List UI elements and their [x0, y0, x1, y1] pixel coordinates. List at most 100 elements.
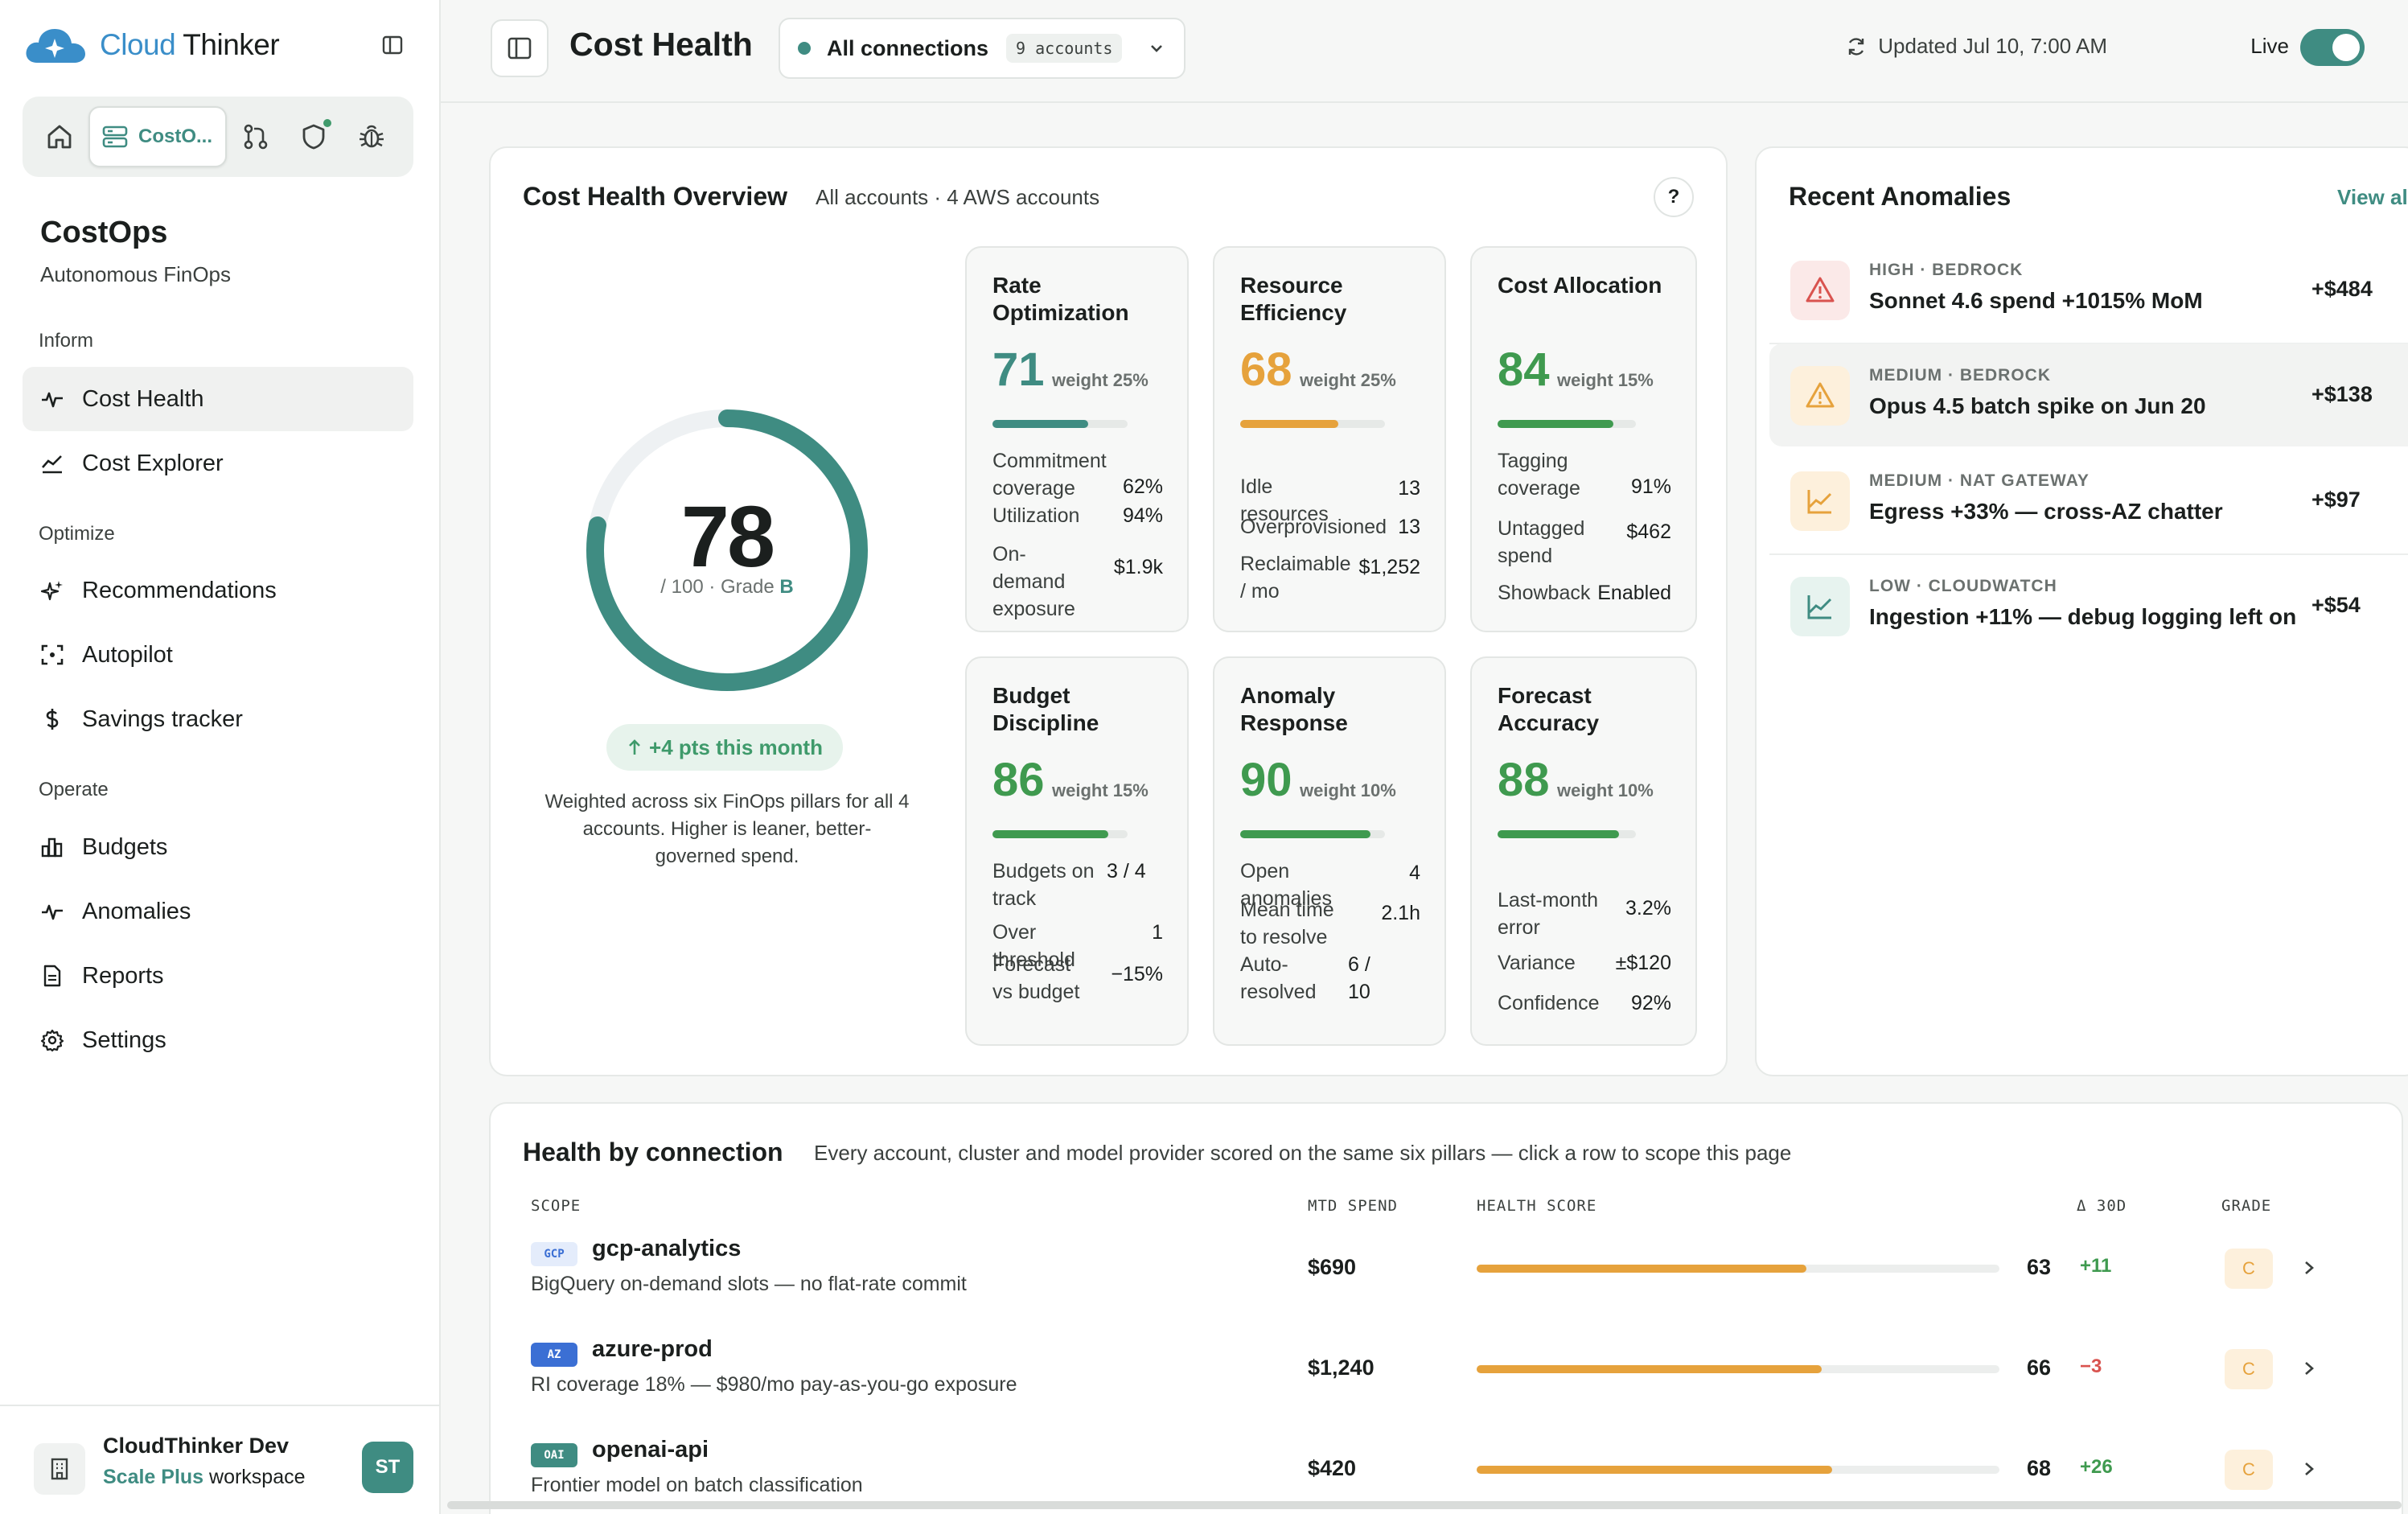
toggle-panel-button[interactable]: [491, 19, 549, 77]
app-switcher: CostO...: [23, 97, 413, 177]
plan-suffix: workspace: [203, 1466, 306, 1488]
health-score-value: 63: [2027, 1255, 2052, 1279]
sidebar-item-recommendations[interactable]: Recommendations: [23, 558, 413, 623]
scope-name: azure-prod: [592, 1336, 713, 1362]
view-all-link[interactable]: View all: [2337, 185, 2408, 209]
logo[interactable]: Cloud Thinker: [23, 19, 418, 71]
workspace-switcher[interactable]: CloudThinker Dev Scale Plus workspace ST: [0, 1405, 439, 1514]
table-row[interactable]: GCP gcp-analytics BigQuery on-demand slots…: [491, 1236, 2405, 1335]
pillar-metric-label: Open anomalies: [1240, 860, 1332, 910]
pillar-metric-label: Last-month error: [1498, 889, 1599, 939]
logo-word-thinker: Thinker: [175, 28, 280, 61]
sidebar-item-autopilot[interactable]: Autopilot: [23, 623, 413, 687]
sidebar-item-label: Budgets: [82, 833, 168, 860]
pillar-title: Rate Optimization: [992, 273, 1129, 325]
column-header-spend[interactable]: MTD SPEND: [1308, 1197, 1398, 1215]
help-button[interactable]: ?: [1654, 177, 1694, 217]
app-git-button[interactable]: [227, 106, 285, 167]
grade-badge: C: [2225, 1450, 2273, 1490]
pillar-metric-label: Variance: [1498, 952, 1576, 974]
bar-chart-icon: [41, 837, 63, 858]
pillar-weight: weight 15%: [1557, 370, 1654, 390]
live-toggle[interactable]: [2300, 29, 2365, 66]
anomaly-description: Ingestion +11% — debug logging left on: [1869, 604, 2297, 629]
score-delta: +11: [2080, 1255, 2112, 1277]
shield-icon: [302, 124, 325, 150]
app-security-button[interactable]: [285, 106, 343, 167]
pillar-metric-value: 94%: [1122, 504, 1163, 527]
column-header-delta[interactable]: Δ 30D: [2077, 1197, 2127, 1215]
pillar-progress-fill: [1240, 420, 1339, 428]
pillar-card[interactable]: Rate Optimization 71 weight 25% Commitment …: [965, 246, 1189, 632]
app-costops-label: CostO...: [138, 125, 213, 147]
pillar-card[interactable]: Resource Efficiency 68 weight 25% Idle reso…: [1213, 246, 1446, 632]
anomaly-amount: +$97: [2311, 488, 2361, 512]
pillar-score: 86: [992, 754, 1045, 806]
server-icon: [102, 125, 128, 148]
sparkles-icon: [40, 581, 63, 601]
connection-label: All connections: [827, 35, 989, 60]
sidebar-item-anomalies[interactable]: Anomalies: [23, 879, 413, 944]
health-score-value: 78: [680, 488, 775, 585]
horizontal-scrollbar[interactable]: [447, 1501, 2402, 1509]
pillar-metric-value: 13: [1398, 477, 1420, 500]
pillar-score: 88: [1498, 754, 1550, 806]
sidebar-item-cost-health[interactable]: Cost Health: [23, 367, 413, 431]
overview-title: Cost Health Overview: [523, 182, 787, 211]
sidebar-item-settings[interactable]: Settings: [23, 1008, 413, 1072]
score-delta-text: +4 pts this month: [649, 734, 823, 759]
anomaly-amount: +$484: [2311, 277, 2373, 301]
connection-select[interactable]: All connections 9 accounts: [779, 18, 1186, 79]
collapse-sidebar-button[interactable]: [376, 29, 409, 61]
app-debug-button[interactable]: [343, 106, 401, 167]
anomaly-item[interactable]: MEDIUM · BEDROCK Opus 4.5 batch spike on …: [1769, 344, 2408, 446]
sidebar-item-label: Cost Health: [82, 385, 204, 412]
arrow-up-icon: [629, 739, 640, 755]
app-costops-button[interactable]: CostO...: [88, 106, 227, 167]
pillar-score: 84: [1498, 344, 1550, 396]
anomaly-item[interactable]: MEDIUM · NAT GATEWAY Egress +33% — cross-…: [1769, 449, 2408, 552]
page-title: Cost Health: [569, 26, 753, 63]
pillar-weight: weight 15%: [1052, 780, 1149, 800]
health-score-bar: [1477, 1365, 1999, 1373]
sidebar-item-savings-tracker[interactable]: Savings tracker: [23, 687, 413, 751]
pillar-metric-value: Enabled: [1597, 582, 1671, 604]
pillar-metric-label: Untagged spend: [1498, 517, 1585, 567]
app-home-button[interactable]: [31, 106, 88, 167]
mtd-spend: $690: [1308, 1255, 1357, 1279]
pillar-metric-value: 4: [1409, 862, 1420, 884]
sidebar-item-label: Cost Explorer: [82, 450, 224, 476]
table-row[interactable]: OAI openai-api Frontier model on batch cla…: [491, 1437, 2405, 1514]
table-row[interactable]: AZ azure-prod RI coverage 18% — $980/mo pa…: [491, 1336, 2405, 1436]
health-score-value: 68: [2027, 1456, 2052, 1480]
pillar-score: 90: [1240, 754, 1292, 806]
column-header-score[interactable]: HEALTH SCORE: [1477, 1197, 1597, 1215]
pillar-title: Cost Allocation: [1498, 273, 1662, 298]
scope-name: gcp-analytics: [592, 1236, 742, 1261]
pillar-card[interactable]: Budget Discipline 86 weight 15% Budgets on …: [965, 656, 1189, 1046]
avatar[interactable]: ST: [362, 1442, 413, 1493]
pillar-card[interactable]: Cost Allocation 84 weight 15% Tagging cover…: [1470, 246, 1697, 632]
sidebar-item-reports[interactable]: Reports: [23, 944, 413, 1008]
anomaly-item[interactable]: HIGH · BEDROCK Sonnet 4.6 spend +1015% Mo…: [1769, 238, 2408, 341]
health-score-arc: [586, 409, 868, 691]
chevron-down-icon: [1151, 45, 1162, 52]
health-score-gauge: [586, 409, 868, 691]
updated-text: Updated Jul 10, 7:00 AM: [1878, 34, 2107, 58]
pillar-card[interactable]: Forecast Accuracy 88 weight 10% Last-month …: [1470, 656, 1697, 1046]
updated-status[interactable]: Updated Jul 10, 7:00 AM: [1846, 34, 2107, 59]
sidebar-item-budgets[interactable]: Budgets: [23, 815, 413, 879]
column-header-scope[interactable]: SCOPE: [531, 1197, 581, 1215]
pillar-metric-value: 92%: [1630, 992, 1671, 1014]
column-header-grade[interactable]: GRADE: [2221, 1197, 2272, 1215]
anomaly-description: Sonnet 4.6 spend +1015% MoM: [1869, 288, 2203, 313]
pillar-metric-label: On-demand exposure: [992, 543, 1075, 620]
dollar-icon: [46, 709, 59, 730]
pillar-metric-label: Utilization: [992, 504, 1080, 527]
sidebar-item-cost-explorer[interactable]: Cost Explorer: [23, 431, 413, 496]
pillar-metric-value: 62%: [1122, 475, 1163, 498]
anomaly-item[interactable]: LOW · CLOUDWATCH Ingestion +11% — debug l…: [1769, 554, 2408, 657]
pillar-card[interactable]: Anomaly Response 90 weight 10% Open anomali…: [1213, 656, 1446, 1046]
table-subtitle: Every account, cluster and model provide…: [814, 1141, 1792, 1165]
pillar-progress-fill: [992, 420, 1089, 428]
